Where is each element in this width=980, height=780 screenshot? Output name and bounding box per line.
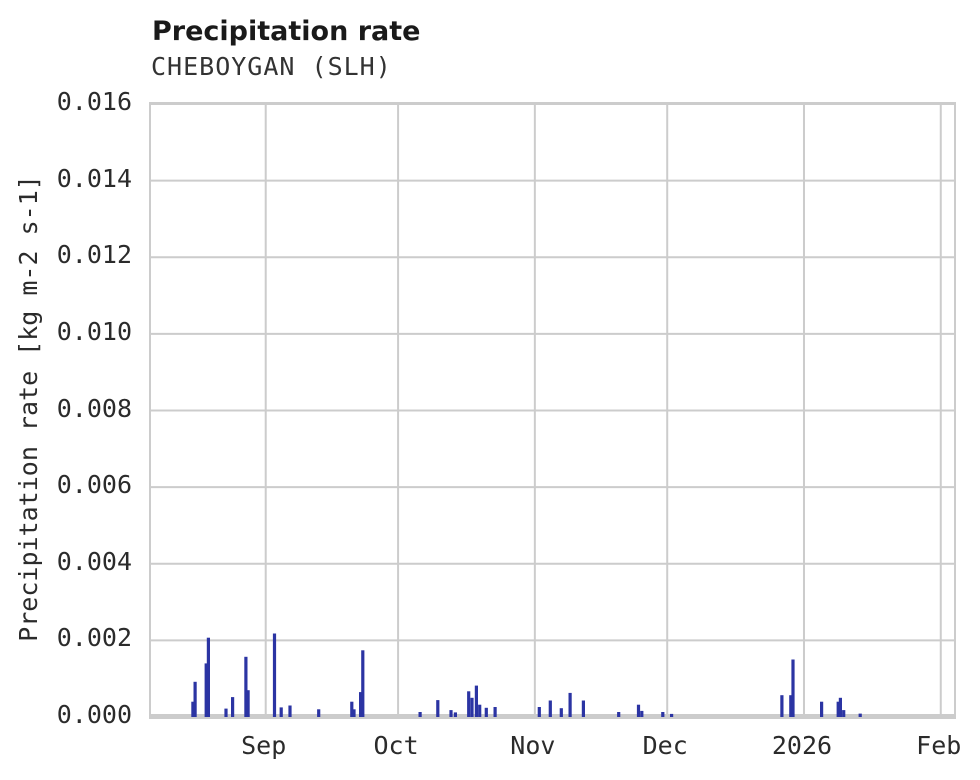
chart-title: Precipitation rate <box>152 16 421 47</box>
precipitation-bar <box>231 697 235 717</box>
precipitation-bar <box>836 701 840 717</box>
precipitation-bar <box>640 710 644 717</box>
precipitation-bar <box>359 692 363 717</box>
precipitation-bar <box>493 707 497 717</box>
y-tick-label: 0.016 <box>56 87 132 116</box>
precipitation-bar <box>820 701 824 717</box>
y-tick-label: 0.014 <box>56 163 132 193</box>
precipitation-bar <box>224 708 228 717</box>
precipitation-bar <box>474 685 478 717</box>
precipitation-bar <box>279 707 283 717</box>
y-tick-label: 0.006 <box>56 470 132 500</box>
precipitation-bar <box>191 701 195 717</box>
chart-subtitle: CHEBOYGAN (SLH) <box>151 52 392 81</box>
precipitation-bar <box>478 704 482 717</box>
precipitation-bar <box>361 650 365 717</box>
precipitation-bar <box>842 710 846 717</box>
precipitation-bar <box>244 656 248 717</box>
precipitation-bar <box>204 663 208 717</box>
precipitation-bar <box>436 700 440 717</box>
y-tick-label: 0.004 <box>56 546 132 576</box>
precipitation-bar-chart <box>151 104 954 717</box>
x-tick-label: Oct <box>373 731 419 760</box>
precipitation-bar <box>352 709 356 717</box>
precipitation-bar <box>537 707 541 717</box>
precipitation-bar <box>453 712 457 717</box>
x-tick-label: Dec <box>642 731 688 760</box>
precipitation-bar <box>661 712 665 717</box>
precipitation-bar <box>858 713 862 717</box>
precipitation-bar <box>317 709 321 717</box>
precipitation-bar <box>418 712 422 717</box>
precipitation-bar <box>449 710 453 717</box>
precipitation-bar <box>780 695 784 717</box>
x-tick-label: Feb <box>916 731 962 760</box>
precipitation-bar <box>246 690 250 717</box>
precipitation-bar <box>559 708 563 717</box>
precipitation-bar <box>288 705 292 717</box>
y-tick-label: 0.012 <box>56 240 132 270</box>
precipitation-bar <box>206 637 210 717</box>
precipitation-bar <box>791 659 795 717</box>
precipitation-bar <box>484 707 488 717</box>
precipitation-bar <box>670 713 674 717</box>
precipitation-bar <box>548 700 552 717</box>
precipitation-bar <box>193 681 197 717</box>
precipitation-bar <box>350 701 354 717</box>
plot-area <box>149 102 956 719</box>
precipitation-bar <box>581 700 585 717</box>
y-tick-label: 0.010 <box>56 316 132 346</box>
precipitation-bar <box>838 697 842 717</box>
y-tick-label: 0.000 <box>56 700 132 729</box>
precipitation-bar <box>470 697 474 717</box>
precipitation-bar <box>789 695 793 717</box>
x-tick-label: Nov <box>510 731 556 760</box>
precipitation-bar <box>568 692 572 717</box>
x-tick-label: 2026 <box>771 731 833 760</box>
x-tick-label: Sep <box>241 731 287 760</box>
precipitation-bar <box>636 704 641 717</box>
y-tick-label: 0.008 <box>56 393 132 423</box>
precipitation-bar <box>272 633 277 717</box>
y-tick-label: 0.002 <box>56 623 132 653</box>
precipitation-bar <box>617 712 621 717</box>
precipitation-bar <box>467 691 471 717</box>
